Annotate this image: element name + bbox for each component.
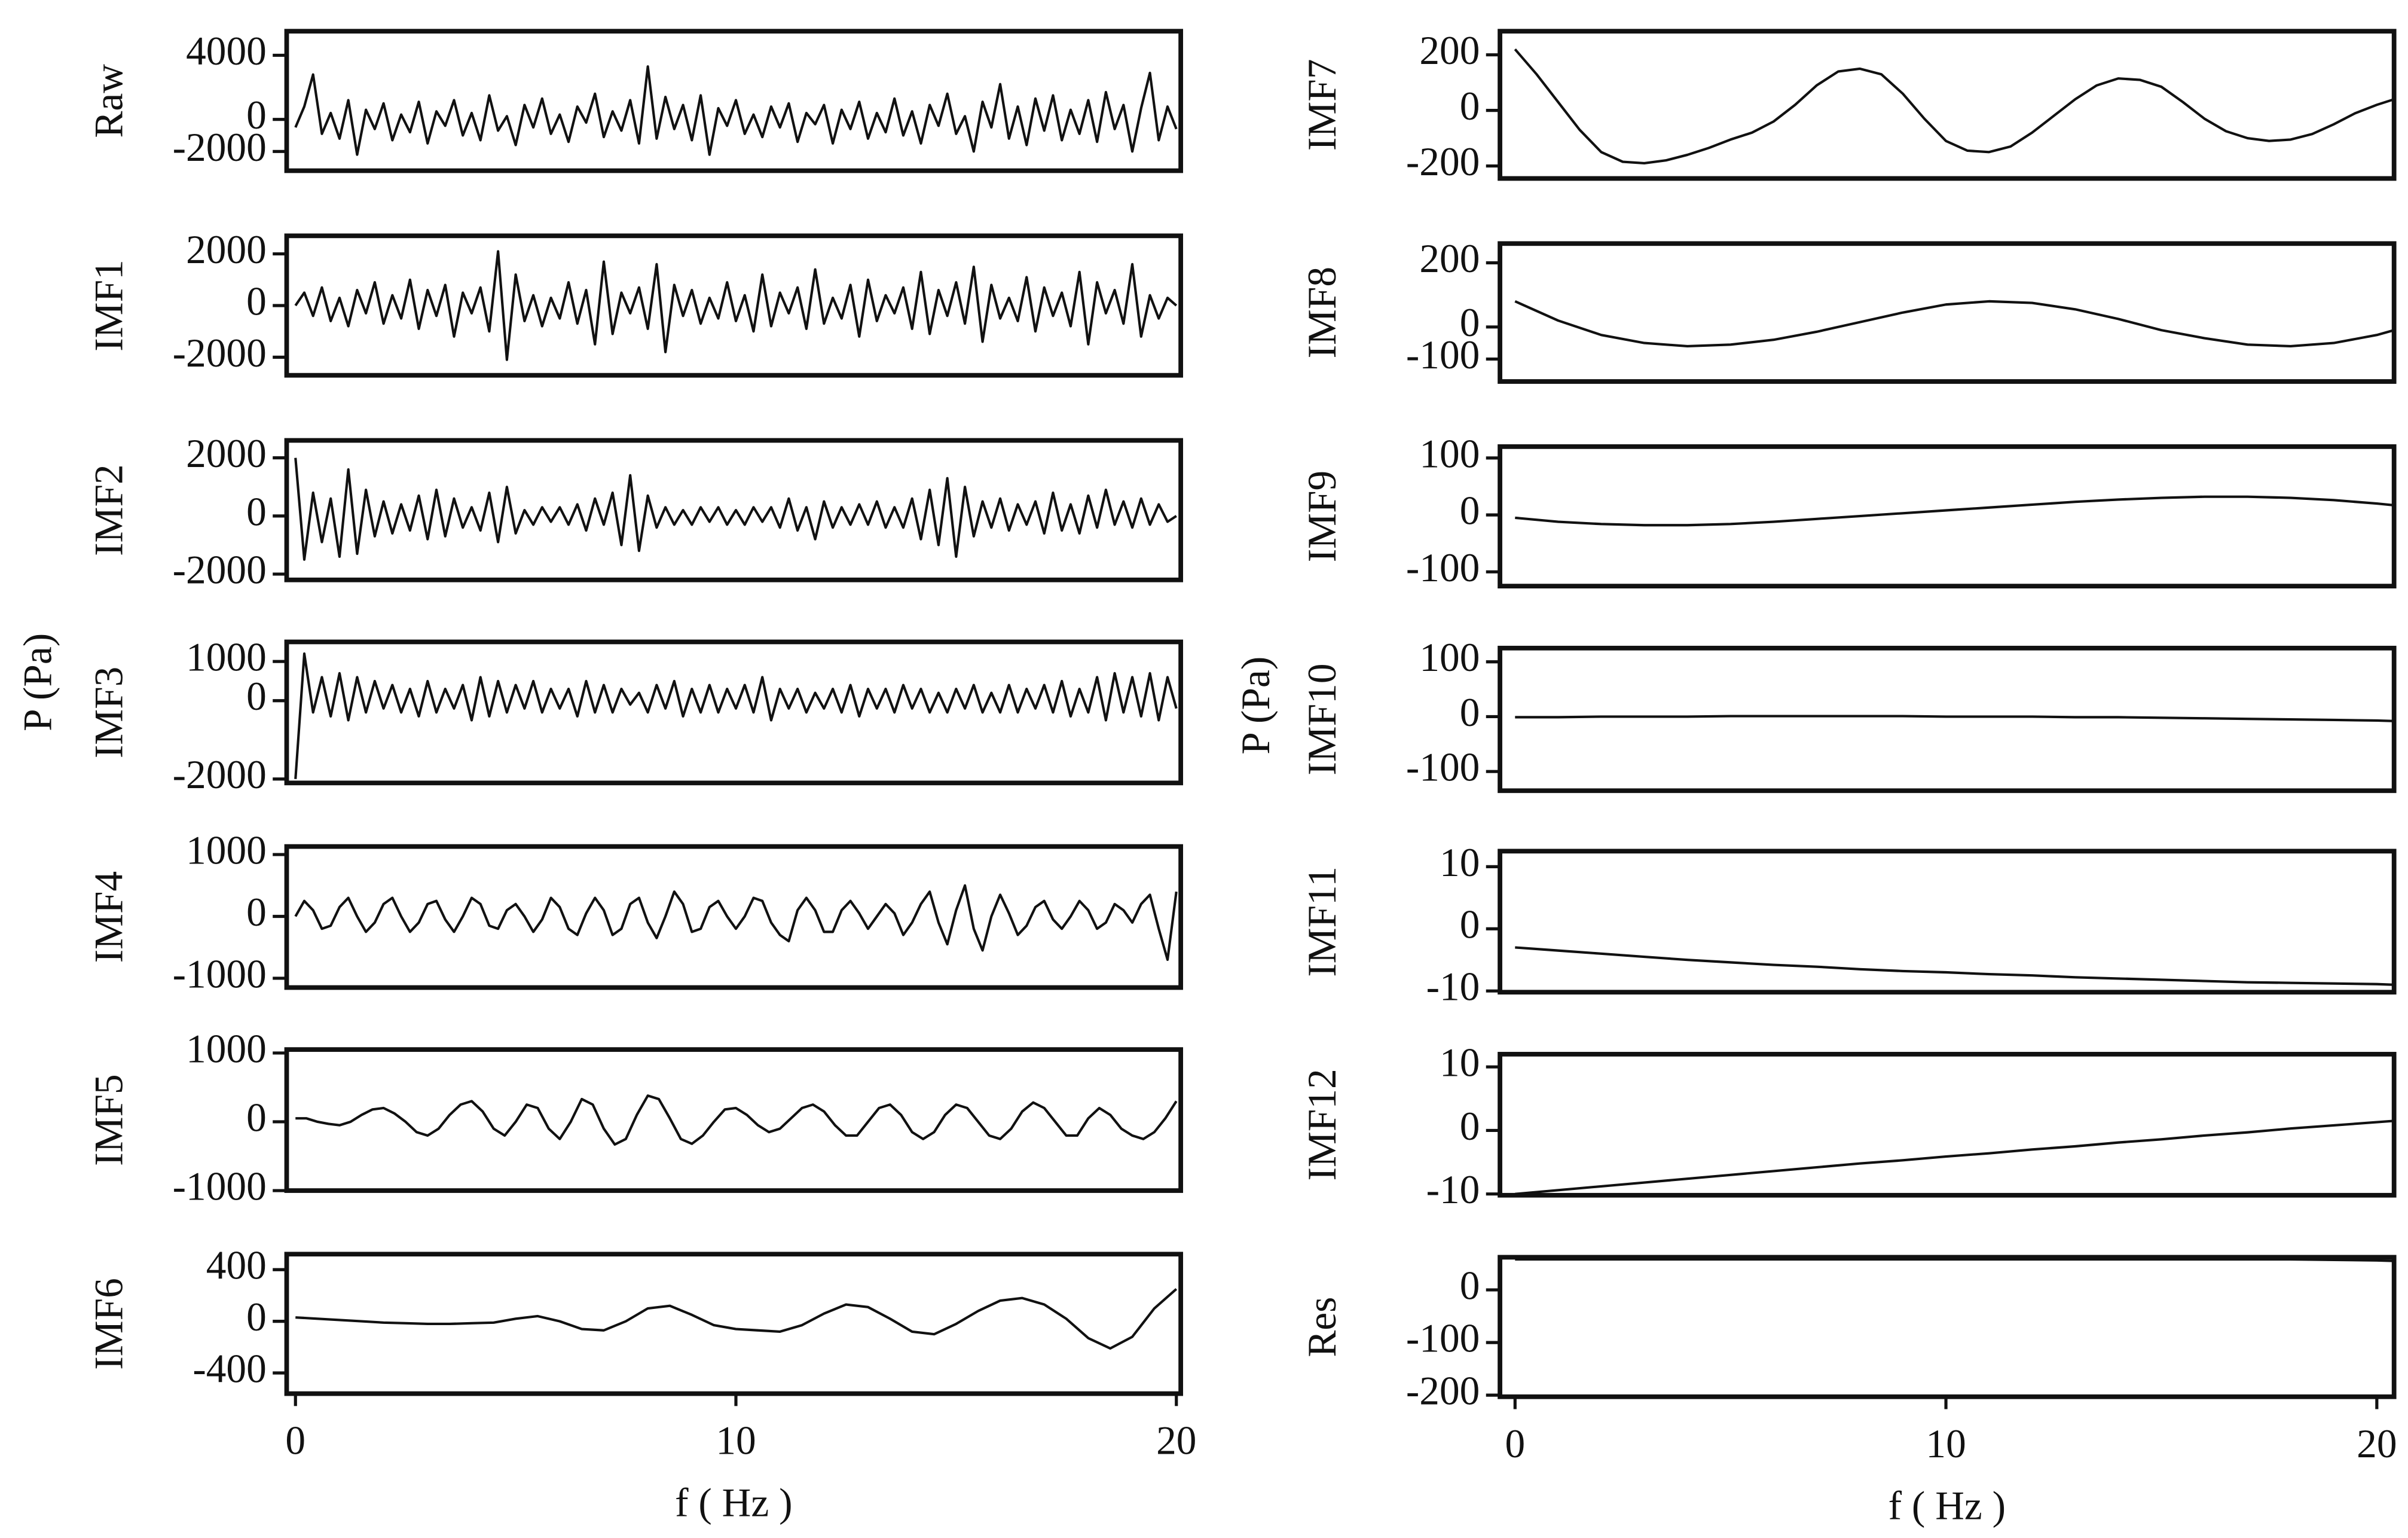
y-tick-label: 100 [1419, 635, 1480, 680]
panel-y-label: IMF9 [1300, 471, 1344, 563]
panel-frame [1498, 29, 2397, 181]
panel-frame [284, 639, 1184, 786]
y-tick-label: 0 [246, 1295, 267, 1339]
y-tick-label: -1000 [173, 951, 267, 996]
panel-y-label: IMF6 [87, 1278, 132, 1370]
x-tick-label: 20 [2357, 1421, 2397, 1466]
x-tick-label: 0 [285, 1418, 305, 1463]
panel-y-label: IMF5 [87, 1074, 132, 1166]
x-tick-label: 20 [1156, 1418, 1196, 1463]
signal-line [1515, 946, 2394, 986]
signal-line [294, 457, 1177, 561]
panel-y-label: IMF10 [1300, 663, 1344, 775]
y-tick-label: 0 [1460, 1104, 1480, 1149]
signal-line [295, 1288, 1178, 1350]
y-tick-label: 0 [1460, 1264, 1480, 1308]
panel-frame [284, 29, 1184, 173]
shared-y-label: P (Pa) [15, 633, 60, 731]
x-tick-label: 10 [1926, 1421, 1966, 1466]
y-tick-label: 200 [1419, 236, 1480, 281]
y-tick-label: 1000 [186, 1026, 267, 1071]
y-tick-label: 10 [1440, 1040, 1480, 1085]
y-tick-label: -100 [1406, 332, 1480, 377]
y-tick-label: 0 [1460, 902, 1480, 947]
signal-line [294, 884, 1178, 961]
panel-y-label: Raw [87, 64, 132, 138]
panel-frame [1498, 645, 2397, 794]
panel-frame [1498, 1052, 2397, 1198]
y-tick-label: 0 [246, 674, 267, 719]
signal-line [1515, 1258, 2394, 1262]
signal-line [294, 652, 1178, 779]
panel-frame [284, 438, 1184, 582]
y-tick-label: -200 [1406, 1369, 1480, 1414]
signal-line [295, 1094, 1178, 1146]
y-tick-label: 10 [1440, 840, 1480, 885]
shared-y-label: P (Pa) [1233, 657, 1278, 755]
y-tick-label: -10 [1426, 965, 1480, 1009]
y-tick-label: 0 [246, 890, 267, 935]
panel-y-label: IMF2 [87, 464, 132, 556]
signal-line [1515, 715, 2394, 722]
y-tick-label: 0 [246, 93, 267, 138]
panel-y-label: IMF12 [1300, 1069, 1344, 1180]
y-tick-label: 200 [1419, 28, 1480, 73]
y-tick-label: 2000 [186, 431, 267, 476]
y-tick-label: 0 [1460, 690, 1480, 735]
x-tick-label: 0 [1505, 1421, 1525, 1466]
y-tick-label: 0 [1460, 84, 1480, 129]
y-tick-label: -2000 [173, 752, 267, 797]
y-tick-label: -10 [1426, 1167, 1480, 1212]
y-tick-label: 0 [246, 489, 267, 534]
y-tick-label: 2000 [186, 227, 267, 272]
y-tick-label: 0 [246, 1095, 267, 1140]
panel-y-label: IMF3 [87, 667, 132, 759]
x-axis-label: f ( Hz ) [1888, 1483, 2006, 1528]
panel-y-label: IMF7 [1300, 59, 1344, 151]
x-axis-label: f ( Hz ) [675, 1480, 792, 1525]
panel-y-label: IMF11 [1300, 866, 1344, 977]
y-tick-label: -2000 [173, 548, 267, 593]
panel-frame [1498, 241, 2397, 384]
y-tick-label: -100 [1406, 1316, 1480, 1361]
y-tick-label: -2000 [173, 125, 267, 170]
signal-line [1514, 48, 2394, 164]
y-tick-label: -2000 [173, 331, 267, 376]
panel-frame [284, 1252, 1184, 1396]
y-tick-label: 0 [1460, 489, 1480, 533]
signal-line [1514, 300, 2394, 348]
signal-line [294, 65, 1178, 156]
panel-frame [1498, 849, 2397, 995]
panel-frame [1498, 444, 2397, 589]
y-tick-label: 100 [1419, 431, 1480, 476]
panel-frame [1498, 1255, 2397, 1399]
y-tick-label: 400 [206, 1243, 267, 1288]
panel-frame [284, 233, 1184, 378]
signal-line [294, 250, 1178, 361]
y-tick-label: -1000 [173, 1164, 267, 1209]
panel-y-label: Res [1300, 1297, 1344, 1357]
panel-y-label: IMF8 [1300, 267, 1344, 359]
y-tick-label: 4000 [186, 29, 267, 74]
signal-line [1515, 495, 2394, 527]
x-tick-label: 10 [716, 1418, 756, 1463]
y-tick-label: -100 [1406, 545, 1480, 590]
panel-y-label: IMF4 [87, 871, 132, 963]
y-tick-label: 1000 [186, 635, 267, 680]
signal-line [1515, 1119, 2394, 1195]
panel-y-label: IMF1 [87, 260, 132, 352]
y-tick-label: 1000 [186, 828, 267, 873]
y-tick-label: -400 [192, 1346, 267, 1391]
y-tick-label: 0 [246, 279, 267, 324]
y-tick-label: -200 [1406, 139, 1480, 184]
y-tick-label: -100 [1406, 745, 1480, 790]
panel-frame [284, 1047, 1184, 1193]
y-tick-label: 0 [1460, 300, 1480, 345]
